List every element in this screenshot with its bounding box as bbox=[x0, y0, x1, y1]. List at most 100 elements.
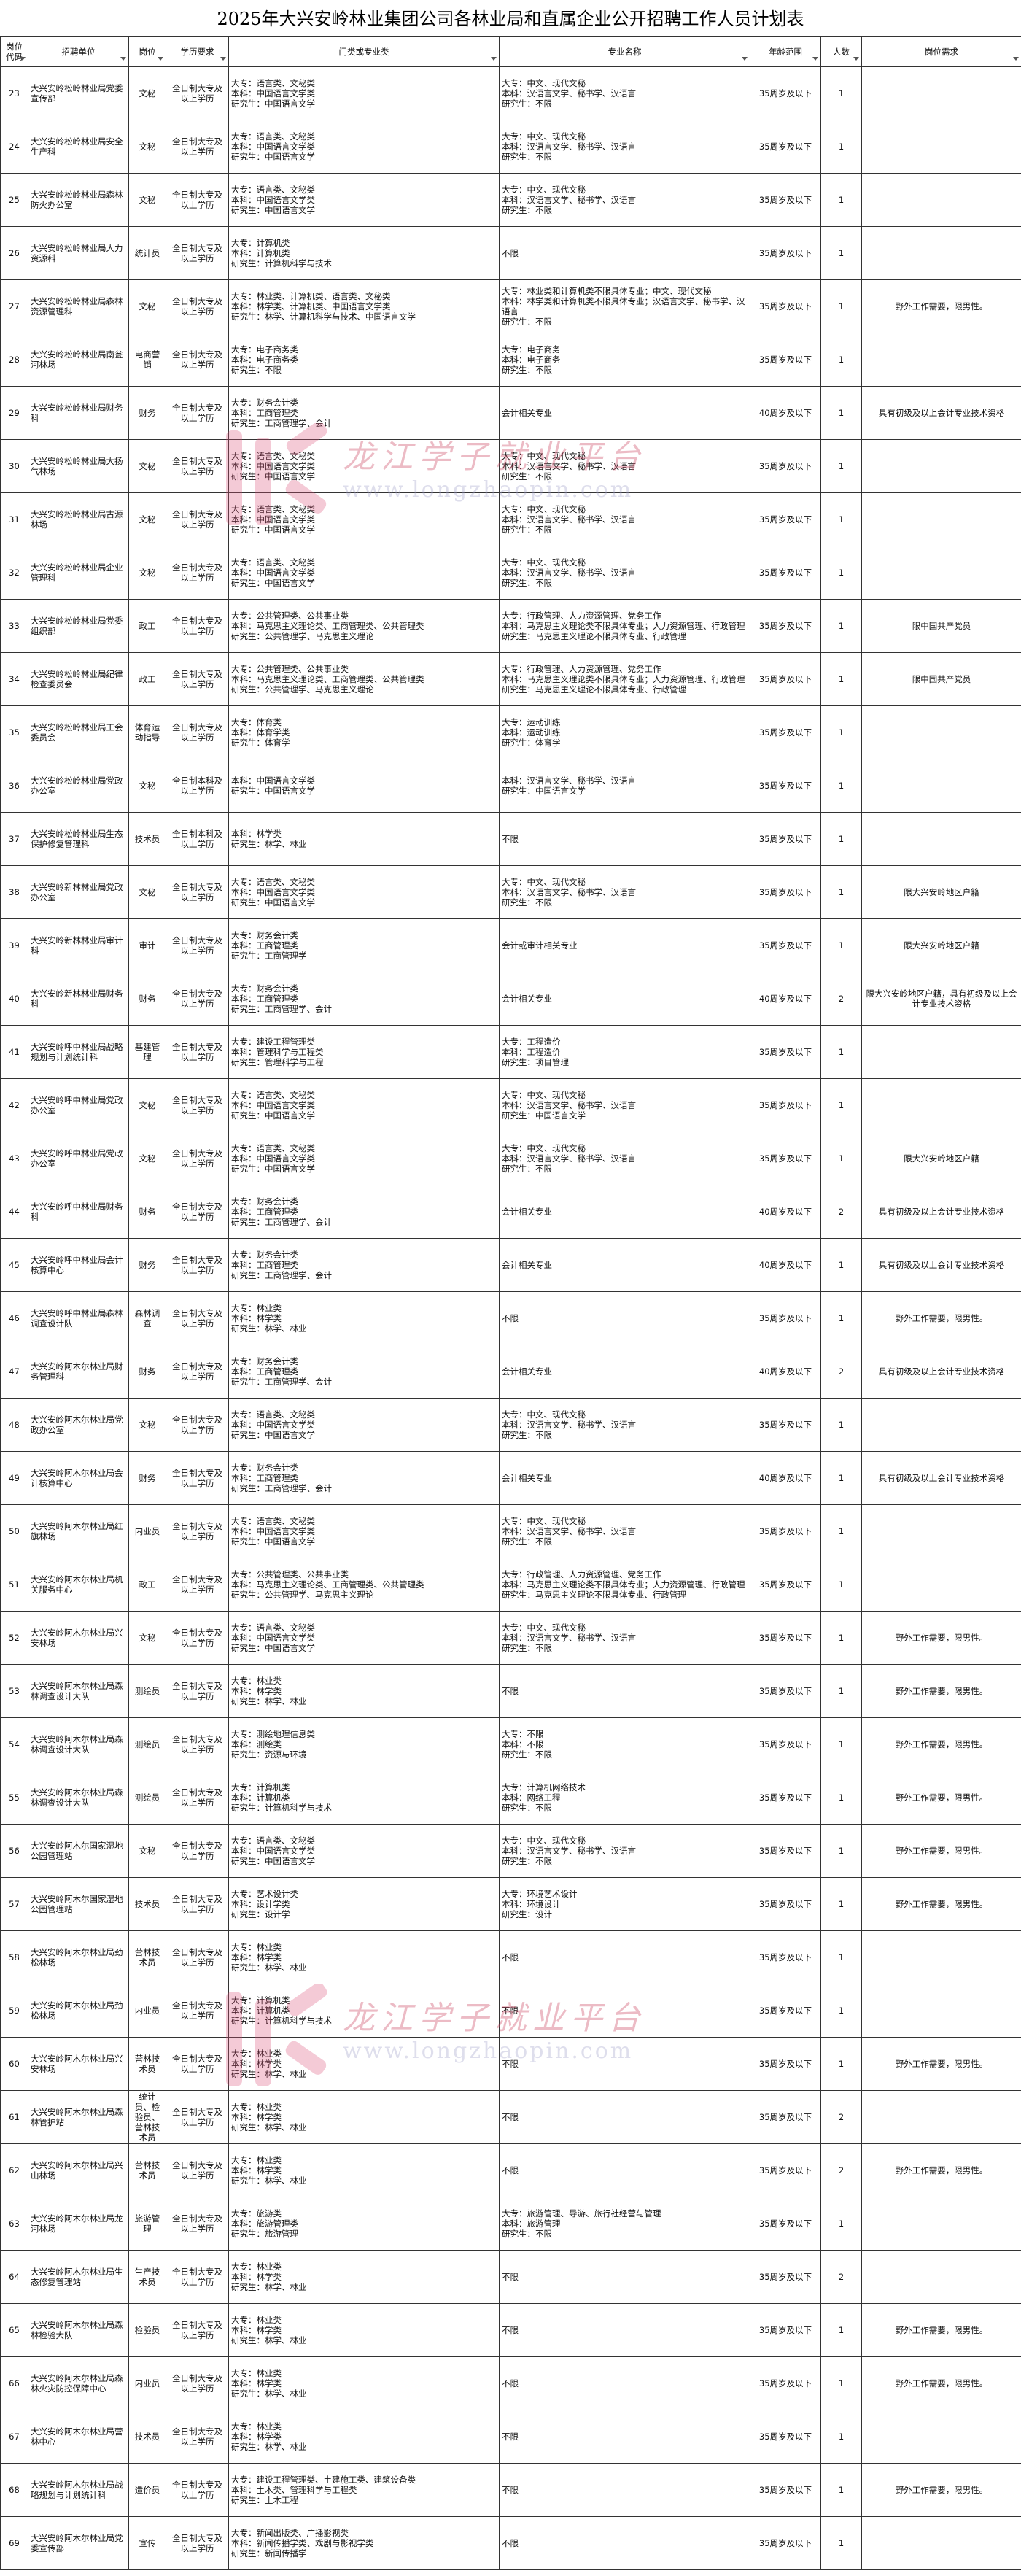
table-row: 44 大兴安岭呼中林业局财务科 财务 全日制大专及以上学历 大专：财务会计类 本科：工商… bbox=[0, 1185, 1021, 1239]
table-cell: 40周岁及以下 bbox=[750, 1238, 821, 1292]
table-cell: 大专：电子商务类 本科：电子商务类 研究生：不限 bbox=[228, 333, 500, 387]
table-cell bbox=[861, 1930, 1021, 1984]
header-cell: 门类或专业类 bbox=[228, 36, 500, 67]
table-cell: 大专：体育类 本科：体育学类 研究生：体育学 bbox=[228, 705, 500, 759]
table-cell: 35周岁及以下 bbox=[750, 1824, 821, 1878]
table-cell bbox=[861, 333, 1021, 387]
table-cell: 大兴安岭松岭林业局工会委员会 bbox=[28, 705, 129, 759]
table-cell: 大兴安岭松岭林业局人力资源科 bbox=[28, 226, 129, 280]
table-cell: 35周岁及以下 bbox=[750, 546, 821, 600]
table-cell: 不限 bbox=[499, 2463, 750, 2517]
table-cell: 35周岁及以下 bbox=[750, 2516, 821, 2570]
table-cell: 财务 bbox=[128, 1451, 166, 1505]
table-cell: 检验员 bbox=[128, 2303, 166, 2357]
table-row: 68 大兴安岭阿木尔林业局战略规划与计划统计科 造价员 全日制大专及以上学历 大专：建设… bbox=[0, 2463, 1021, 2517]
table-cell: 大兴安岭阿木尔林业局劲松林场 bbox=[28, 1930, 129, 1984]
table-cell: 1 bbox=[820, 918, 862, 972]
table-cell bbox=[861, 546, 1021, 600]
table-cell: 内业员 bbox=[128, 2356, 166, 2410]
table-cell: 文秘 bbox=[128, 492, 166, 546]
table-cell: 全日制大专及以上学历 bbox=[166, 1984, 229, 2038]
table-row: 43 大兴安岭呼中林业局党政办公室 文秘 全日制大专及以上学历 大专：语言类、文秘类 本… bbox=[0, 1132, 1021, 1185]
table-cell: 全日制大专及以上学历 bbox=[166, 2250, 229, 2304]
table-cell: 文秘 bbox=[128, 1078, 166, 1132]
table-cell: 大兴安岭呼中林业局党政办公室 bbox=[28, 1132, 129, 1185]
table-cell: 文秘 bbox=[128, 546, 166, 600]
table-cell: 40周岁及以下 bbox=[750, 1451, 821, 1505]
table-cell: 营林技术员 bbox=[128, 1930, 166, 1984]
table-cell: 统计员 bbox=[128, 226, 166, 280]
table-cell: 35周岁及以下 bbox=[750, 333, 821, 387]
table-cell: 38 bbox=[0, 865, 28, 919]
table-cell: 大专：财务会计类 本科：工商管理类 研究生：工商管理学、会计 bbox=[228, 1345, 500, 1399]
table-cell: 全日制大专及以上学历 bbox=[166, 66, 229, 120]
table-cell: 大专：中文、现代文秘 本科：汉语言文学、秘书学、汉语言 研究生：不限 bbox=[499, 1398, 750, 1452]
table-cell: 大兴安岭阿木尔林业局龙河林场 bbox=[28, 2197, 129, 2251]
table-cell: 全日制大专及以上学历 bbox=[166, 865, 229, 919]
table-cell: 生产技术员 bbox=[128, 2250, 166, 2304]
table-cell: 35周岁及以下 bbox=[750, 2463, 821, 2517]
table-cell: 全日制大专及以上学历 bbox=[166, 2197, 229, 2251]
table-cell: 35周岁及以下 bbox=[750, 812, 821, 866]
table-cell: 40 bbox=[0, 972, 28, 1026]
table-cell: 大专：林业类和计算机类不限具体专业；中文、现代文秘 本科：林学类和计算机类不限具… bbox=[499, 279, 750, 333]
table-row: 32 大兴安岭松岭林业局企业管理科 文秘 全日制大专及以上学历 大专：语言类、文秘类 本… bbox=[0, 546, 1021, 600]
table-cell: 35周岁及以下 bbox=[750, 2143, 821, 2197]
table-cell: 技术员 bbox=[128, 2410, 166, 2464]
table-cell: 文秘 bbox=[128, 279, 166, 333]
table-cell: 1 bbox=[820, 1504, 862, 1558]
table-cell: 电商营销 bbox=[128, 333, 166, 387]
table-cell: 财务 bbox=[128, 386, 166, 440]
table-cell: 宣传 bbox=[128, 2516, 166, 2570]
table-cell: 大兴安岭新林林业局审计科 bbox=[28, 918, 129, 972]
table-cell: 营林技术员 bbox=[128, 2037, 166, 2091]
table-cell: 大兴安岭松岭林业局大扬气林场 bbox=[28, 439, 129, 493]
table-cell: 1 bbox=[820, 1025, 862, 1079]
table-cell: 48 bbox=[0, 1398, 28, 1452]
table-cell bbox=[861, 226, 1021, 280]
table-cell: 全日制大专及以上学历 bbox=[166, 1451, 229, 1505]
table-cell: 35周岁及以下 bbox=[750, 599, 821, 653]
table-cell: 1 bbox=[820, 1132, 862, 1185]
table-cell: 27 bbox=[0, 279, 28, 333]
table-cell: 大兴安岭松岭林业局森林防火办公室 bbox=[28, 173, 129, 227]
table-cell: 1 bbox=[820, 2037, 862, 2091]
table-cell: 野外工作需要，限男性。 bbox=[861, 1611, 1021, 1665]
table-cell: 全日制大专及以上学历 bbox=[166, 386, 229, 440]
table-cell bbox=[861, 173, 1021, 227]
table-cell: 野外工作需要，限男性。 bbox=[861, 2463, 1021, 2517]
table-cell bbox=[861, 439, 1021, 493]
table-cell: 35周岁及以下 bbox=[750, 2197, 821, 2251]
table-cell: 大专：行政管理、人力资源管理、党务工作 本科：马克思主义理论类不限具体专业；人力… bbox=[499, 1558, 750, 1612]
table-cell: 大专：语言类、文秘类 本科：中国语言文学类 研究生：中国语言文学 bbox=[228, 865, 500, 919]
table-cell: 大专：中文、现代文秘 本科：汉语言文学、秘书学、汉语言 研究生：不限 bbox=[499, 865, 750, 919]
table-cell bbox=[861, 2090, 1021, 2144]
table-cell: 大兴安岭松岭林业局企业管理科 bbox=[28, 546, 129, 600]
table-cell: 2 bbox=[820, 2250, 862, 2304]
table-cell: 财务 bbox=[128, 972, 166, 1026]
table-cell: 会计相关专业 bbox=[499, 386, 750, 440]
table-cell: 财务 bbox=[128, 1345, 166, 1399]
table-cell: 大兴安岭新林林业局财务科 bbox=[28, 972, 129, 1026]
table-cell: 野外工作需要，限男性。 bbox=[861, 1664, 1021, 1718]
table-cell: 2 bbox=[820, 2090, 862, 2144]
table-cell: 不限 bbox=[499, 2356, 750, 2410]
table-cell: 全日制大专及以上学历 bbox=[166, 1238, 229, 1292]
table-cell: 全日制大专及以上学历 bbox=[166, 1611, 229, 1665]
table-cell bbox=[861, 812, 1021, 866]
table-cell: 35周岁及以下 bbox=[750, 1558, 821, 1612]
table-cell: 全日制本科及以上学历 bbox=[166, 759, 229, 813]
table-cell: 26 bbox=[0, 226, 28, 280]
table-cell: 野外工作需要，限男性。 bbox=[861, 1771, 1021, 1825]
table-cell: 森林调查 bbox=[128, 1291, 166, 1345]
table-cell: 1 bbox=[820, 1451, 862, 1505]
table-row: 27 大兴安岭松岭林业局森林资源管理科 文秘 全日制大专及以上学历 大专：林业类、计算机… bbox=[0, 279, 1021, 333]
table-row: 52 大兴安岭阿木尔林业局兴安林场 文秘 全日制大专及以上学历 大专：语言类、文秘类 本… bbox=[0, 1611, 1021, 1665]
table-cell bbox=[861, 1504, 1021, 1558]
table-cell: 文秘 bbox=[128, 66, 166, 120]
table-cell: 全日制大专及以上学历 bbox=[166, 279, 229, 333]
table-row: 23 大兴安岭松岭林业局党委宣传部 文秘 全日制大专及以上学历 大专：语言类、文秘类 本… bbox=[0, 66, 1021, 120]
table-cell: 全日制本科及以上学历 bbox=[166, 812, 229, 866]
table-row: 59 大兴安岭阿木尔林业局劲松林场 内业员 全日制大专及以上学历 大专：计算机类 本科：… bbox=[0, 1984, 1021, 2038]
